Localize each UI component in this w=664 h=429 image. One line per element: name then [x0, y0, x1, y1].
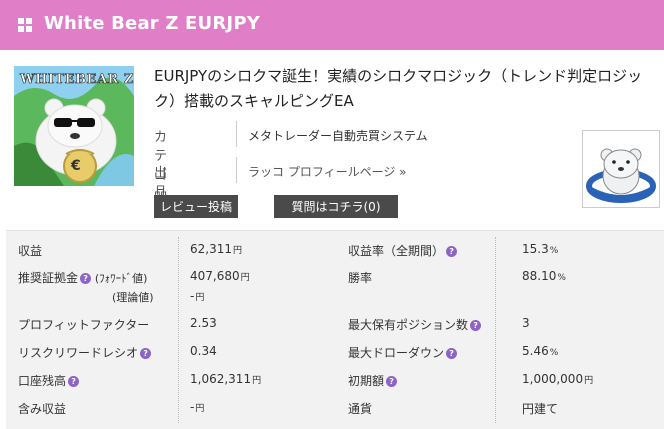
help-icon[interactable]: ? [470, 320, 482, 331]
initial-amount-label: 初期額? [348, 372, 398, 389]
currency-label: 通貨 [348, 402, 373, 416]
max-drawdown-label: 最大ドローダウン? [348, 344, 458, 361]
profit-label: 収益 [18, 244, 43, 258]
currency-value: 円建て [522, 402, 559, 416]
win-rate-label: 勝率 [348, 271, 373, 285]
help-icon[interactable]: ? [386, 376, 398, 387]
max-drawdown-value: 5.46% [522, 344, 559, 358]
product-name-title: White Bear Z EURJPY [44, 13, 260, 34]
account-balance-label: 口座残高? [18, 372, 80, 389]
seller-avatar[interactable] [582, 130, 660, 208]
profit-factor-label: プロフィットファクター [18, 318, 150, 332]
account-balance-value: 1,062,311円 [190, 372, 262, 386]
thumbnail-caption: WHITEBEAR Z [20, 72, 134, 88]
grid-icon [18, 18, 33, 33]
help-icon[interactable]: ? [446, 348, 458, 359]
unrealized-profit-value: -円 [190, 400, 205, 414]
recommended-margin-forward-value: 407,680円 [190, 269, 250, 283]
unrealized-profit-label: 含み収益 [18, 402, 67, 416]
help-icon[interactable]: ? [80, 273, 92, 284]
product-title: EURJPYのシロクマ誕生！実績のシロクマロジック（トレンド判定ロジック）搭載の… [154, 67, 643, 110]
seller-profile-link[interactable]: ラッコ プロフィールページ » [248, 165, 407, 179]
divider [236, 121, 237, 147]
category-value: メタトレーダー自動売買システム [248, 129, 428, 143]
risk-reward-value: 0.34 [190, 344, 217, 358]
help-icon[interactable]: ? [68, 376, 80, 387]
profit-rate-value: 15.3% [522, 242, 559, 256]
product-header: White Bear Z EURJPY [0, 0, 664, 50]
initial-amount-value: 1,000,000円 [522, 372, 594, 386]
profit-value: 62,311円 [190, 242, 243, 256]
review-post-button[interactable]: レビュー投稿 [154, 195, 238, 218]
divider [178, 237, 180, 423]
max-positions-label: 最大保有ポジション数? [348, 316, 482, 333]
performance-stats-table: 収益 62,311円 収益率（全期間）? 15.3% 推奨証拠金? (ﾌｫﾜｰﾄ… [6, 230, 664, 429]
product-thumbnail[interactable]: WHITEBEAR Z € [14, 66, 134, 186]
euro-badge: € [71, 158, 81, 174]
recommended-margin-theory-label: (理論値) [112, 291, 154, 304]
question-button[interactable]: 質問はコチラ(0) [274, 195, 398, 218]
max-positions-value: 3 [522, 316, 530, 330]
divider [495, 237, 497, 423]
profit-factor-value: 2.53 [190, 316, 217, 330]
help-icon[interactable]: ? [140, 348, 152, 359]
recommended-margin-label: 推奨証拠金? (ﾌｫﾜｰﾄﾞ値) [18, 271, 148, 285]
profit-rate-label: 収益率（全期間）? [348, 242, 458, 259]
recommended-margin-theory-value: -円 [190, 289, 205, 303]
risk-reward-label: リスクリワードレシオ? [18, 344, 152, 361]
win-rate-value: 88.10% [522, 269, 566, 283]
help-icon[interactable]: ? [446, 246, 458, 257]
divider [236, 157, 237, 183]
